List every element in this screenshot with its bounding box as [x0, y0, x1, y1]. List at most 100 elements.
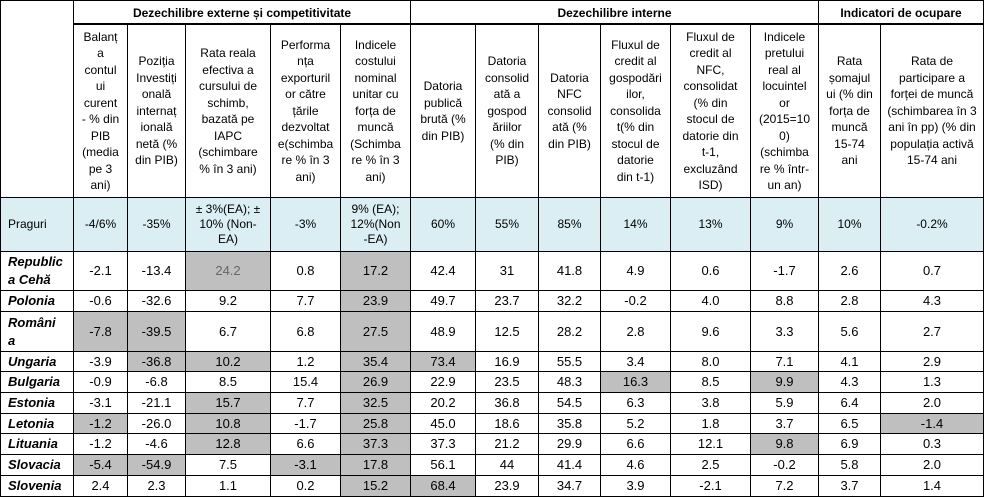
value-government-debt: 48.9 [411, 312, 475, 351]
group-header-external-imbalances: Dezechilibre externe și competitivitate [74, 1, 410, 24]
value-unemployment-rate: 6.9 [819, 434, 880, 454]
value-government-debt: 37.3 [411, 434, 475, 454]
value-nfc-credit-flow: 8.5 [671, 372, 750, 392]
value-household-debt: 31 [476, 252, 538, 290]
country-name: Bulgaria [1, 372, 73, 392]
value-nominal-unit-labour-cost: 25.8 [341, 414, 410, 433]
value-nominal-unit-labour-cost: 17.8 [341, 455, 410, 475]
value-nfc-debt: 55.5 [539, 352, 600, 371]
value-current-account-balance: -3.1 [74, 393, 127, 413]
value-house-price-index: 3.7 [751, 414, 818, 433]
column-header-unemployment-rate: Rata șomajul ui (% din forța de muncă 15… [819, 25, 880, 197]
value-nominal-unit-labour-cost: 15.2 [341, 476, 410, 496]
value-house-price-index: -0.2 [751, 455, 818, 475]
threshold-activity-rate-change: -0.2% [881, 198, 983, 251]
value-household-credit-flow: 2.8 [601, 312, 670, 351]
value-net-international-investment-position: -54.9 [128, 455, 185, 475]
value-house-price-index: 5.9 [751, 393, 818, 413]
value-real-effective-exchange-rate: 24.2 [186, 252, 270, 290]
value-household-credit-flow: 6.3 [601, 393, 670, 413]
value-nfc-credit-flow: 4.0 [671, 291, 750, 311]
value-nominal-unit-labour-cost: 23.9 [341, 291, 410, 311]
value-nominal-unit-labour-cost: 32.5 [341, 393, 410, 413]
value-house-price-index: 8.8 [751, 291, 818, 311]
value-government-debt: 73.4 [411, 352, 475, 371]
value-current-account-balance: -0.9 [74, 372, 127, 392]
value-nfc-debt: 48.3 [539, 372, 600, 392]
value-activity-rate-change: -1.4 [881, 414, 983, 433]
value-household-credit-flow: 16.3 [601, 372, 670, 392]
country-name: Slovacia [1, 455, 73, 475]
value-household-debt: 23.9 [476, 476, 538, 496]
value-current-account-balance: -1.2 [74, 434, 127, 454]
value-real-effective-exchange-rate: 10.2 [186, 352, 270, 371]
value-unemployment-rate: 3.7 [819, 476, 880, 496]
threshold-nominal-unit-labour-cost: 9% (EA); 12%(Non -EA) [341, 198, 410, 251]
value-activity-rate-change: 2.0 [881, 393, 983, 413]
value-nfc-credit-flow: 3.8 [671, 393, 750, 413]
value-house-price-index: 9.9 [751, 372, 818, 392]
value-nominal-unit-labour-cost: 37.3 [341, 434, 410, 454]
value-real-effective-exchange-rate: 9.2 [186, 291, 270, 311]
value-government-debt: 56.1 [411, 455, 475, 475]
value-activity-rate-change: 2.7 [881, 312, 983, 351]
column-header-nfc-credit-flow: Fluxul de credit al NFC, consolidat (% d… [671, 25, 750, 197]
value-house-price-index: 9.8 [751, 434, 818, 454]
value-net-international-investment-position: -13.4 [128, 252, 185, 290]
country-name: Polonia [1, 291, 73, 311]
value-real-effective-exchange-rate: 12.8 [186, 434, 270, 454]
value-government-debt: 45.0 [411, 414, 475, 433]
value-household-debt: 36.8 [476, 393, 538, 413]
column-header-household-credit-flow: Fluxul de credit al gospodări ilor, cons… [601, 25, 670, 197]
column-header-nominal-unit-labour-cost: Indicele costului nominal unitar cu forț… [341, 25, 410, 197]
country-name: Slovenia [1, 476, 73, 496]
value-nfc-debt: 29.9 [539, 434, 600, 454]
value-current-account-balance: -5.4 [74, 455, 127, 475]
value-activity-rate-change: 4.3 [881, 291, 983, 311]
value-unemployment-rate: 5.6 [819, 312, 880, 351]
value-government-debt: 22.9 [411, 372, 475, 392]
group-header-internal-imbalances: Dezechilibre interne [411, 1, 818, 24]
value-export-market-share: 1.2 [271, 352, 340, 371]
value-export-market-share: 15.4 [271, 372, 340, 392]
country-name: Republic a Cehă [1, 252, 73, 290]
column-header-real-effective-exchange-rate: Rata reala efectiva a cursului de schimb… [186, 25, 270, 197]
value-net-international-investment-position: -39.5 [128, 312, 185, 351]
column-header-nfc-debt: Datoria NFC consolid ată (% din PIB) [539, 25, 600, 197]
value-household-credit-flow: -0.2 [601, 291, 670, 311]
column-header-net-international-investment-position: Poziția Investiți onală internaț ională … [128, 25, 185, 197]
value-household-debt: 21.2 [476, 434, 538, 454]
threshold-nfc-credit-flow: 13% [671, 198, 750, 251]
country-name: Români a [1, 312, 73, 351]
value-export-market-share: 0.8 [271, 252, 340, 290]
value-nominal-unit-labour-cost: 26.9 [341, 372, 410, 392]
value-house-price-index: 7.2 [751, 476, 818, 496]
value-government-debt: 68.4 [411, 476, 475, 496]
threshold-house-price-index: 9% [751, 198, 818, 251]
threshold-government-debt: 60% [411, 198, 475, 251]
value-activity-rate-change: 0.3 [881, 434, 983, 454]
value-net-international-investment-position: -26.0 [128, 414, 185, 433]
value-unemployment-rate: 4.3 [819, 372, 880, 392]
threshold-current-account-balance: -4/6% [74, 198, 127, 251]
value-household-credit-flow: 4.6 [601, 455, 670, 475]
value-export-market-share: -1.7 [271, 414, 340, 433]
value-household-credit-flow: 4.9 [601, 252, 670, 290]
value-nfc-credit-flow: 0.6 [671, 252, 750, 290]
value-real-effective-exchange-rate: 8.5 [186, 372, 270, 392]
threshold-label: Praguri [1, 198, 73, 251]
value-current-account-balance: 2.4 [74, 476, 127, 496]
value-unemployment-rate: 2.8 [819, 291, 880, 311]
column-header-activity-rate-change: Rata de participare a forței de muncă (s… [881, 25, 983, 197]
value-real-effective-exchange-rate: 7.5 [186, 455, 270, 475]
value-household-debt: 12.5 [476, 312, 538, 351]
threshold-household-debt: 55% [476, 198, 538, 251]
value-nfc-credit-flow: 1.8 [671, 414, 750, 433]
value-nfc-credit-flow: 8.0 [671, 352, 750, 371]
value-current-account-balance: -1.2 [74, 414, 127, 433]
value-household-credit-flow: 3.4 [601, 352, 670, 371]
value-government-debt: 42.4 [411, 252, 475, 290]
threshold-household-credit-flow: 14% [601, 198, 670, 251]
value-unemployment-rate: 6.5 [819, 414, 880, 433]
value-nominal-unit-labour-cost: 35.4 [341, 352, 410, 371]
